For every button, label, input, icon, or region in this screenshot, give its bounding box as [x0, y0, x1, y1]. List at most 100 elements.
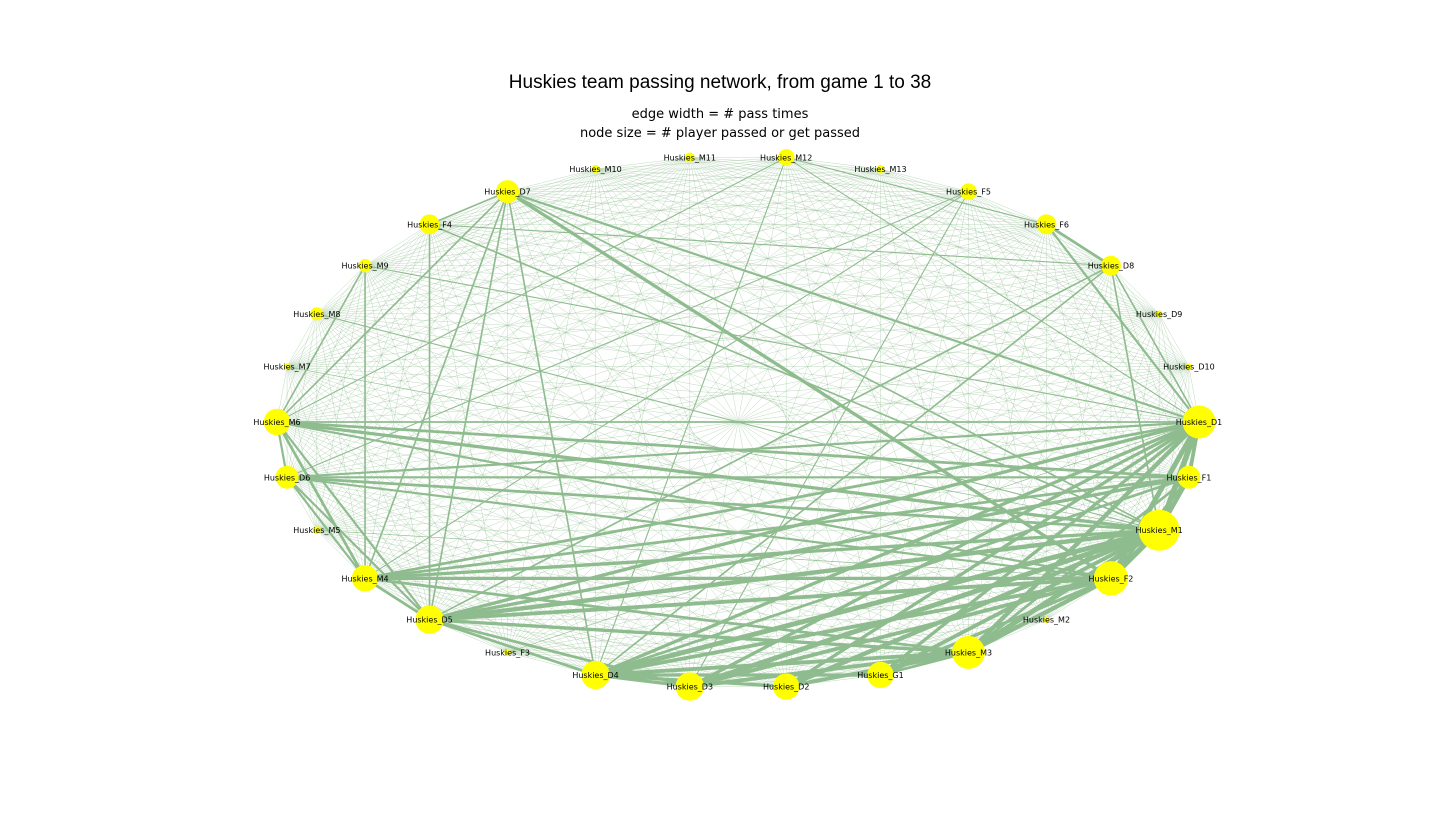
node-Huskies_D5 [415, 605, 444, 634]
edge-minor [429, 168, 881, 225]
node-Huskies_M8 [310, 307, 324, 321]
edge-minor [286, 313, 318, 367]
node-label-Huskies_D6: Huskies_D6 [264, 473, 310, 482]
edge-minor [1110, 265, 1160, 314]
edge-Huskies_F5-Huskies_D6 [286, 191, 970, 478]
edge-minor [286, 224, 430, 478]
edge-minor [286, 224, 430, 367]
edge-Huskies_M1-Huskies_D7 [506, 190, 1160, 532]
node-label-Huskies_D10: Huskies_D10 [1163, 363, 1215, 372]
edge-minor [364, 265, 596, 676]
node-label-Huskies_M3: Huskies_M3 [945, 648, 992, 657]
node-Huskies_D3 [675, 672, 705, 701]
node-label-Huskies_D8: Huskies_D8 [1088, 262, 1134, 271]
edge-minor [595, 168, 1190, 478]
edge-Huskies_M3-Huskies_D3 [687, 650, 971, 689]
node-Huskies_G1 [867, 661, 894, 689]
edge-Huskies_M1-Huskies_M6 [275, 420, 1161, 532]
edge-minor [276, 421, 969, 653]
node-label-Huskies_G1: Huskies_G1 [857, 671, 904, 680]
edge-minor [689, 157, 881, 676]
edge-Huskies_M1-Huskies_D3 [687, 527, 1162, 690]
edge-Huskies_D7-Huskies_F4 [428, 190, 509, 226]
edge-minor [276, 157, 690, 423]
edge-minor [429, 224, 1160, 314]
edge-minor [286, 366, 881, 676]
edge-minor [429, 224, 787, 687]
node-Huskies_M2 [1043, 616, 1050, 623]
edge-minor [286, 366, 508, 653]
edge-Huskies_D4-Huskies_F1 [594, 475, 1191, 677]
edge-minor [364, 168, 596, 266]
edge-Huskies_F4-Huskies_D8 [428, 223, 1112, 267]
edge-minor [507, 477, 1189, 653]
node-Huskies_D1 [1182, 405, 1216, 439]
edge-minor [364, 265, 1160, 531]
node-Huskies_D2 [772, 673, 800, 700]
edge-minor [689, 157, 1160, 531]
edge-minor [364, 366, 1189, 579]
edge-Huskies_M8-Huskies_M1 [316, 313, 1160, 531]
node-Huskies_M1 [1138, 509, 1180, 551]
edge-minor [286, 477, 596, 676]
node-Huskies_F5 [960, 183, 977, 200]
edge-minor [507, 157, 787, 192]
edge-minor [689, 366, 1190, 687]
edge-minor [595, 157, 690, 676]
edge-minor [786, 157, 1160, 314]
edge-minor [276, 421, 1047, 620]
edge-minor [286, 168, 596, 367]
edge-Huskies_M5-Huskies_F2 [316, 529, 1112, 579]
edge-minor [276, 421, 787, 687]
edge-minor [507, 157, 787, 653]
node-label-Huskies_M6: Huskies_M6 [253, 418, 300, 427]
edge-minor [880, 265, 1112, 676]
edge-minor [286, 366, 690, 687]
edge-minor [316, 313, 596, 676]
edge-minor [316, 191, 508, 314]
edge-Huskies_M4-Huskies_F1 [363, 475, 1191, 580]
edge-Huskies_D7-Huskies_D5 [428, 190, 509, 621]
edge-minor [364, 265, 690, 687]
node-label-Huskies_D1: Huskies_D1 [1176, 418, 1222, 427]
edge-minor [429, 224, 1189, 478]
edge-Huskies_F3-Huskies_D1 [507, 421, 1200, 653]
edge-minor [786, 168, 881, 687]
node-label-Huskies_F3: Huskies_F3 [485, 648, 530, 657]
edge-Huskies_F2-Huskies_M6 [275, 420, 1113, 580]
edge-minor [286, 157, 787, 478]
chart-subtitle-node-size: node size = # player passed or get passe… [579, 126, 861, 141]
edge-Huskies_D5-Huskies_D3 [428, 618, 692, 688]
edge-Huskies_D8-Huskies_D5 [428, 264, 1112, 621]
edge-minor [968, 191, 1047, 225]
node-Huskies_M4 [351, 565, 379, 592]
edge-minor [786, 157, 1047, 620]
edge-minor [276, 421, 596, 676]
node-Huskies_F3 [504, 649, 511, 656]
node-Huskies_M12 [777, 149, 795, 166]
node-label-Huskies_F2: Huskies_F2 [1089, 574, 1134, 583]
edge-minor [507, 191, 1189, 367]
edge-minor [786, 157, 1112, 579]
edge-minor [507, 191, 787, 687]
edge-minor [429, 224, 881, 676]
edge-minor [689, 157, 969, 192]
edge-minor [286, 366, 787, 687]
edge-Huskies_D1-Huskies_M4 [363, 420, 1201, 580]
node-Huskies_F1 [1177, 465, 1201, 489]
node-Huskies_M13 [876, 165, 885, 174]
edge-Huskies_D7-Huskies_M4 [364, 190, 509, 580]
edge-Huskies_M1-Huskies_D6 [285, 475, 1161, 532]
node-Huskies_M5 [312, 526, 321, 535]
edge-minor [365, 265, 1189, 367]
edge-minor [507, 619, 1047, 653]
edge-minor [364, 265, 969, 653]
edge-minor [786, 157, 969, 653]
edge-minor [786, 157, 1190, 478]
node-Huskies_D10 [1185, 363, 1193, 370]
edge-minor [287, 477, 1047, 620]
edge-minor [276, 421, 690, 687]
node-label-Huskies_F1: Huskies_F1 [1166, 473, 1211, 482]
edge-minor [364, 224, 430, 579]
